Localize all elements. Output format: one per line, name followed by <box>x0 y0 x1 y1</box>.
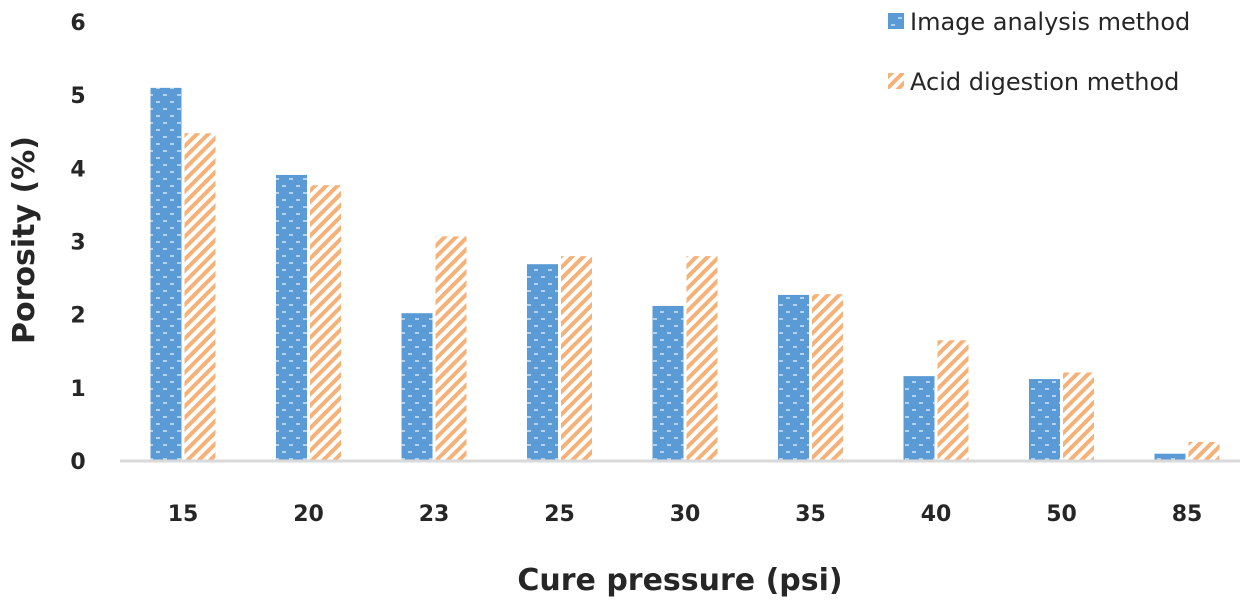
bar-acid-digestion-30 <box>686 256 718 461</box>
bar-acid-digestion-35 <box>812 294 843 461</box>
legend-swatch-image-analysis <box>888 13 904 29</box>
x-axis-ticks: 15 20 23 25 30 35 40 50 85 <box>168 502 1203 527</box>
bar-acid-digestion-20 <box>310 185 341 461</box>
x-tick-label: 15 <box>168 502 199 527</box>
bar-image-analysis-23 <box>401 313 433 461</box>
x-tick-label: 30 <box>670 502 701 527</box>
bar-image-analysis-50 <box>1029 379 1060 461</box>
y-tick-label: 2 <box>70 304 85 329</box>
bar-image-analysis-20 <box>276 174 307 461</box>
y-tick-label: 6 <box>70 11 85 36</box>
legend-swatch-acid-digestion <box>888 73 904 89</box>
y-axis-ticks: 0 1 2 3 4 5 6 <box>70 11 85 475</box>
legend-label-acid-digestion: Acid digestion method <box>910 68 1179 96</box>
y-tick-label: 4 <box>70 157 85 182</box>
y-tick-label: 5 <box>70 84 85 109</box>
bar-image-analysis-40 <box>903 376 935 461</box>
x-tick-label: 25 <box>544 502 575 527</box>
bar-acid-digestion-25 <box>561 256 592 461</box>
bar-image-analysis-35 <box>778 294 809 461</box>
y-tick-label: 3 <box>70 231 85 256</box>
bar-image-analysis-25 <box>527 264 558 461</box>
x-tick-label: 20 <box>293 502 324 527</box>
bar-image-analysis-30 <box>652 305 684 461</box>
x-tick-label: 35 <box>795 502 826 527</box>
bar-image-analysis-15 <box>150 87 182 461</box>
bar-acid-digestion-85 <box>1188 441 1220 461</box>
legend: Image analysis method Acid digestion met… <box>888 8 1190 96</box>
x-tick-label: 40 <box>921 502 952 527</box>
y-tick-label: 0 <box>70 450 85 475</box>
bar-acid-digestion-40 <box>937 340 969 461</box>
bar-acid-digestion-15 <box>184 133 216 462</box>
bar-image-analysis-85 <box>1154 453 1186 461</box>
y-tick-label: 1 <box>70 377 85 402</box>
legend-label-image-analysis: Image analysis method <box>910 8 1190 36</box>
bar-acid-digestion-50 <box>1063 372 1094 461</box>
bars-group <box>150 87 1220 462</box>
x-tick-label: 23 <box>419 502 450 527</box>
x-axis-title: Cure pressure (psi) <box>517 563 842 598</box>
x-tick-label: 85 <box>1172 502 1203 527</box>
y-axis-title: Porosity (%) <box>7 136 42 344</box>
bar-acid-digestion-23 <box>435 236 467 461</box>
x-tick-label: 50 <box>1046 502 1077 527</box>
